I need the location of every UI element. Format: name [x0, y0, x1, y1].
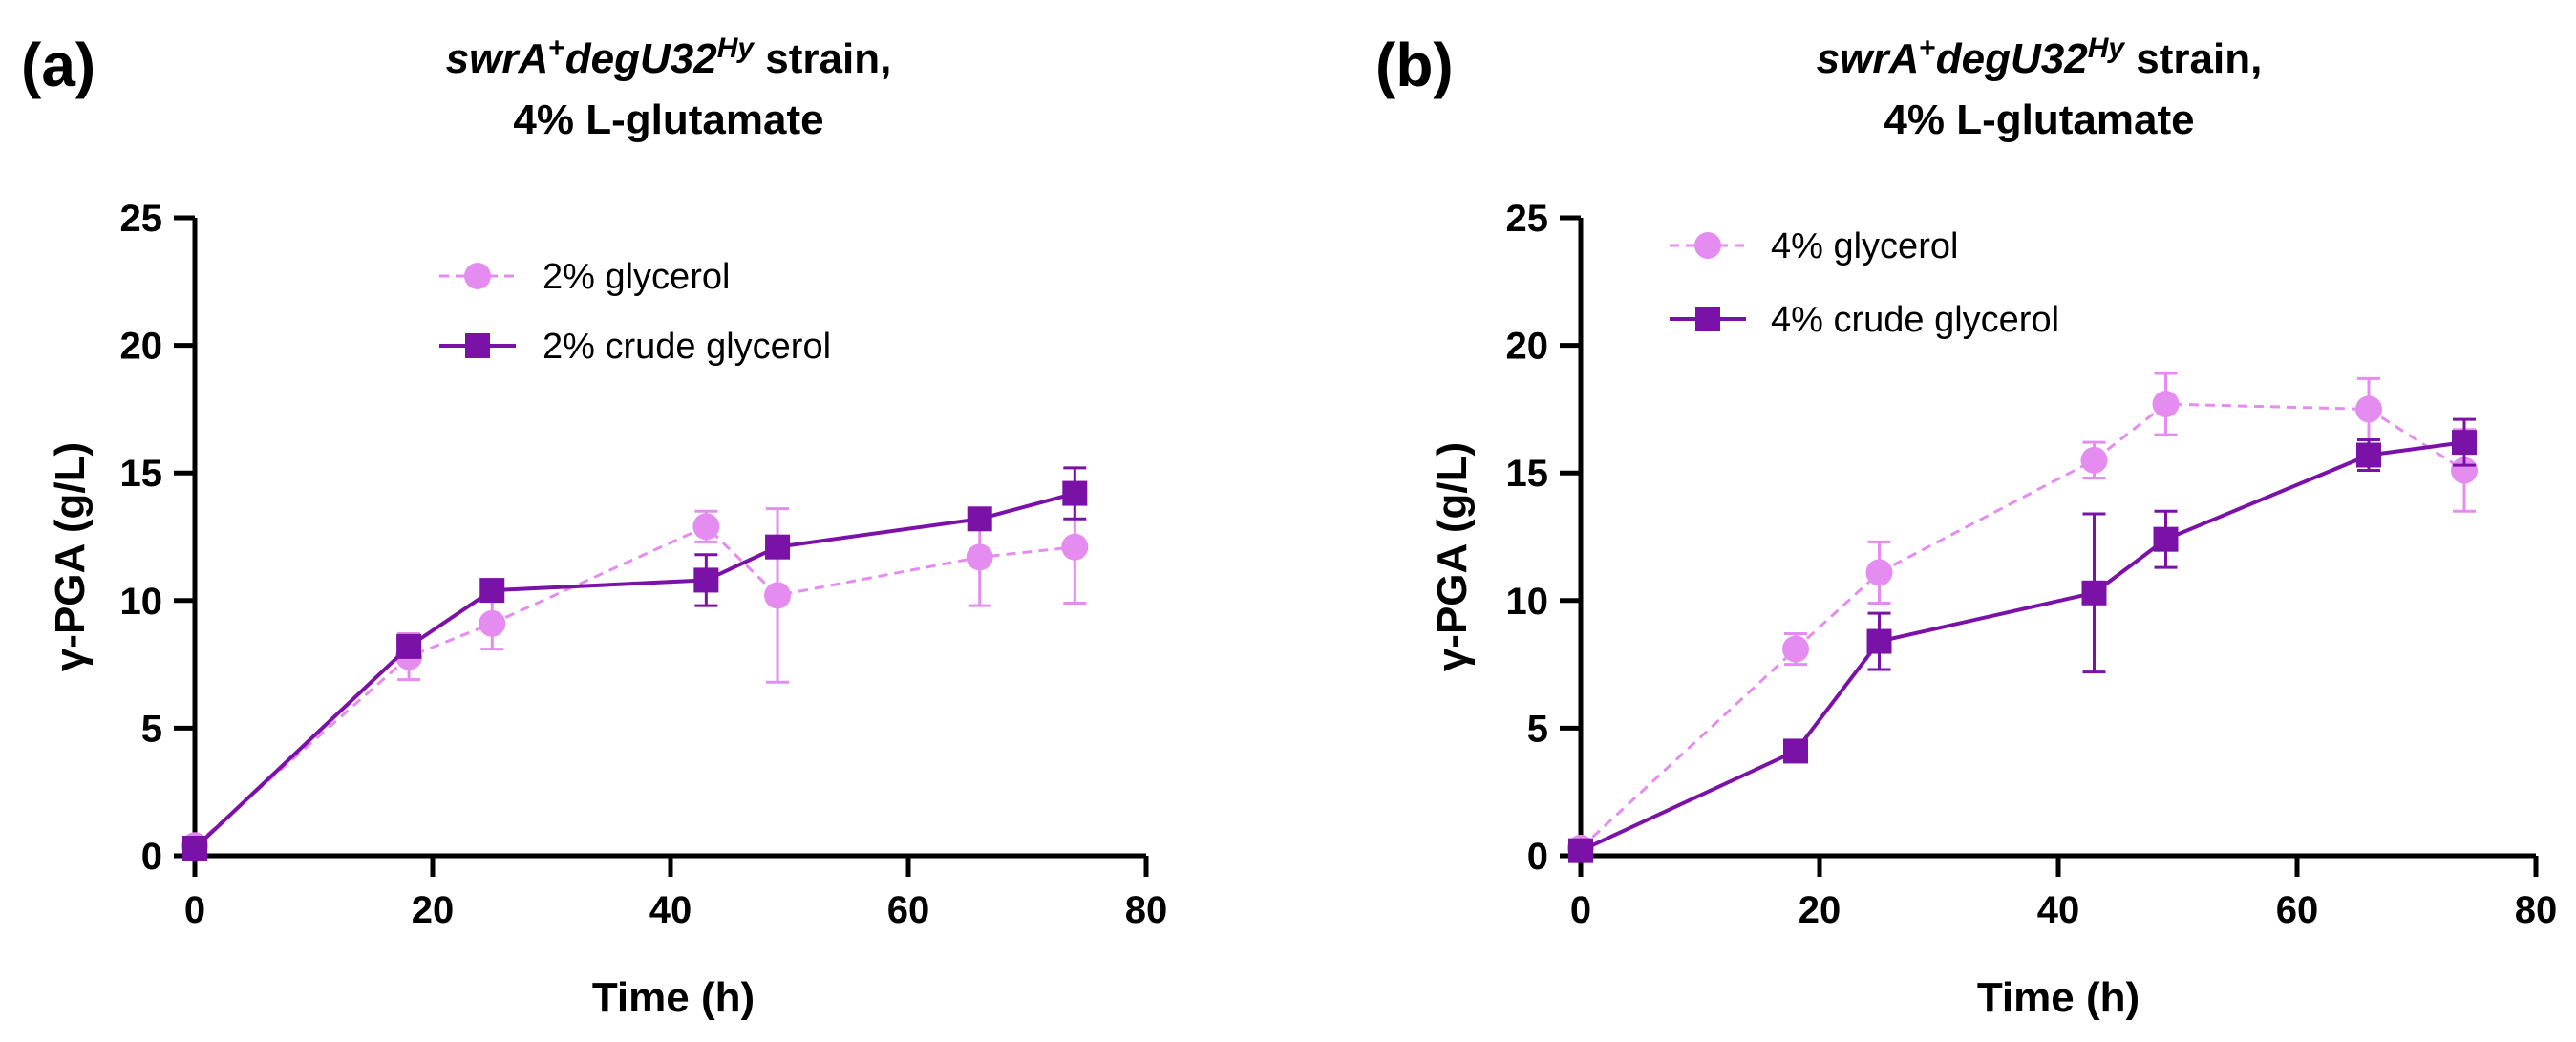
- chart-title-line1: swrA+degU32Hy strain,: [1817, 32, 2263, 82]
- y-tick-label: 25: [1506, 198, 1549, 240]
- data-point: [1783, 738, 1808, 764]
- title-rest: strain,: [754, 35, 891, 82]
- data-point: [967, 506, 992, 532]
- legend-marker: [1694, 232, 1721, 259]
- title-gene1: swrA: [446, 35, 549, 82]
- data-point: [2356, 442, 2381, 468]
- x-tick-label: 60: [2276, 889, 2319, 931]
- data-point: [765, 534, 791, 560]
- series-4-glycerol: [1567, 372, 2478, 861]
- x-tick-label: 80: [2515, 889, 2558, 931]
- panel-b: (b) swrA+degU32Hy strain, 4% L-glutamate…: [1375, 31, 2557, 1021]
- panel-label: (a): [21, 31, 96, 99]
- y-tick-label: 20: [120, 326, 163, 368]
- data-point: [2452, 430, 2477, 456]
- title-sup1: +: [548, 32, 565, 64]
- title-sup1: +: [1919, 32, 1936, 64]
- series-4-crude-glycerol: [1568, 417, 2477, 863]
- legend-item: 2% glycerol: [439, 257, 730, 297]
- legend-marker: [464, 263, 491, 289]
- legend: 4% glycerol 4% crude glycerol: [1670, 226, 2059, 340]
- data-point: [479, 609, 506, 637]
- title-sup2: Hy: [717, 32, 756, 64]
- chart-title-line2: 4% L-glutamate: [513, 96, 823, 143]
- legend-label: 2% crude glycerol: [543, 327, 831, 367]
- title-gene1: swrA: [1817, 35, 1920, 82]
- series-2-crude-glycerol: [182, 466, 1088, 861]
- x-tick-label: 80: [1125, 889, 1168, 931]
- panel-label: (b): [1375, 31, 1454, 99]
- data-point: [692, 513, 720, 541]
- axes: 0 5 10 15 20 25 0 20 40 60 80: [120, 198, 1168, 931]
- legend-item: 4% glycerol: [1670, 226, 1958, 266]
- y-tick-label: 10: [120, 581, 163, 623]
- data-point: [479, 578, 505, 604]
- y-tick-label: 20: [1506, 326, 1549, 368]
- axes: 0 5 10 15 20 25 0 20 40 60 80: [1506, 198, 2558, 931]
- y-axis-label: γ-PGA (g/L): [47, 442, 94, 671]
- y-tick-label: 0: [1527, 836, 1548, 878]
- y-tick-label: 15: [1506, 453, 1549, 495]
- legend-marker: [1695, 307, 1720, 331]
- x-tick-label: 0: [1570, 889, 1591, 931]
- legend-label: 2% glycerol: [543, 257, 730, 297]
- x-tick-label: 40: [649, 889, 692, 931]
- y-axis-label: γ-PGA (g/L): [1429, 442, 1476, 671]
- y-tick-label: 25: [120, 198, 163, 240]
- data-point: [2451, 457, 2478, 484]
- series-2-glycerol: [181, 489, 1089, 860]
- data-point: [1061, 533, 1089, 561]
- x-tick-label: 60: [887, 889, 930, 931]
- series-layer: [1567, 372, 2478, 863]
- data-point: [1866, 628, 1892, 654]
- legend-item: 4% crude glycerol: [1670, 300, 2059, 340]
- panel-a: (a) swrA+degU32Hy strain, 4% L-glutamate…: [21, 31, 1167, 1021]
- series-line: [193, 491, 1075, 850]
- y-tick-label: 10: [1506, 581, 1549, 623]
- title-gene2: degU32: [1936, 35, 2088, 82]
- x-axis-label: Time (h): [1977, 974, 2140, 1021]
- chart-title-line2: 4% L-glutamate: [1884, 96, 2194, 143]
- data-point: [2080, 446, 2108, 474]
- legend-label: 4% crude glycerol: [1771, 300, 2059, 340]
- series-layer: [181, 466, 1089, 861]
- y-tick-label: 5: [141, 708, 162, 750]
- chart-title-line1: swrA+degU32Hy strain,: [446, 32, 892, 82]
- data-point: [693, 567, 719, 593]
- data-point: [966, 543, 993, 571]
- title-gene2: degU32: [565, 35, 717, 82]
- x-tick-label: 20: [412, 889, 455, 931]
- y-tick-label: 15: [120, 453, 163, 495]
- title-sup2: Hy: [2088, 32, 2126, 64]
- data-point: [764, 582, 792, 609]
- series-line: [194, 524, 1075, 847]
- y-tick-label: 0: [141, 836, 162, 878]
- legend: 2% glycerol 2% crude glycerol: [439, 257, 831, 367]
- x-tick-label: 20: [1799, 889, 1842, 931]
- data-point: [1568, 838, 1593, 863]
- data-point: [2153, 526, 2179, 552]
- data-point: [1062, 480, 1088, 506]
- data-point: [2355, 395, 2382, 423]
- legend-item: 2% crude glycerol: [439, 327, 831, 367]
- legend-marker: [465, 333, 490, 358]
- x-tick-label: 40: [2037, 889, 2080, 931]
- data-point: [182, 835, 207, 861]
- data-point: [1782, 635, 1809, 663]
- data-point: [2152, 391, 2180, 418]
- y-tick-label: 5: [1527, 708, 1548, 750]
- legend-label: 4% glycerol: [1771, 226, 1958, 266]
- x-tick-label: 0: [184, 889, 205, 931]
- data-point: [1865, 559, 1893, 586]
- x-axis-label: Time (h): [592, 974, 755, 1021]
- data-point: [396, 633, 422, 659]
- data-point: [2081, 580, 2107, 606]
- series-line: [1580, 440, 2465, 853]
- title-rest: strain,: [2124, 35, 2262, 82]
